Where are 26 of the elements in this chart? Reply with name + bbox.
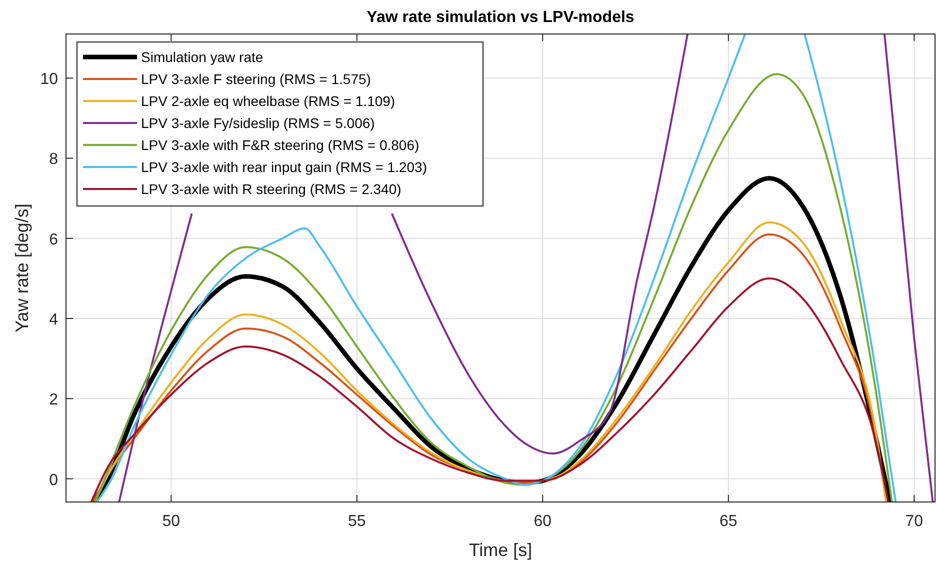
legend-label: LPV 3-axle with rear input gain (RMS = 1.203) — [141, 159, 427, 175]
legend-label: LPV 3-axle F steering (RMS = 1.575) — [141, 71, 371, 87]
x-tick-label: 60 — [534, 513, 552, 530]
x-tick-label: 70 — [905, 513, 924, 530]
legend-label: LPV 3-axle with F&R steering (RMS = 0.806) — [141, 137, 420, 153]
x-tick-label: 50 — [162, 513, 180, 530]
y-tick-label: 10 — [40, 71, 58, 88]
line-series — [96, 34, 746, 502]
y-tick-label: 4 — [49, 311, 58, 328]
y-axis-title: Yaw rate [deg/s] — [12, 204, 32, 332]
line-series — [118, 213, 193, 502]
legend-label: LPV 3-axle Fy/sideslip (RMS = 5.006) — [141, 115, 375, 131]
y-tick-label: 6 — [49, 231, 58, 248]
x-axis-title: Time [s] — [468, 540, 532, 560]
line-series — [804, 34, 897, 502]
y-tick-label: 8 — [49, 151, 58, 168]
line-series — [94, 73, 893, 502]
y-tick-label: 2 — [49, 392, 58, 409]
x-tick-label: 55 — [348, 513, 366, 530]
line-series — [90, 277, 890, 502]
legend-label: Simulation yaw rate — [141, 49, 264, 65]
chart-title: Yaw rate simulation vs LPV-models — [366, 9, 634, 26]
y-tick-label: 0 — [49, 472, 58, 489]
legend-label: LPV 2-axle eq wheelbase (RMS = 1.109) — [141, 93, 396, 109]
x-tick-label: 65 — [720, 513, 738, 530]
legend-label: LPV 3-axle with R steering (RMS = 2.340) — [141, 181, 402, 197]
